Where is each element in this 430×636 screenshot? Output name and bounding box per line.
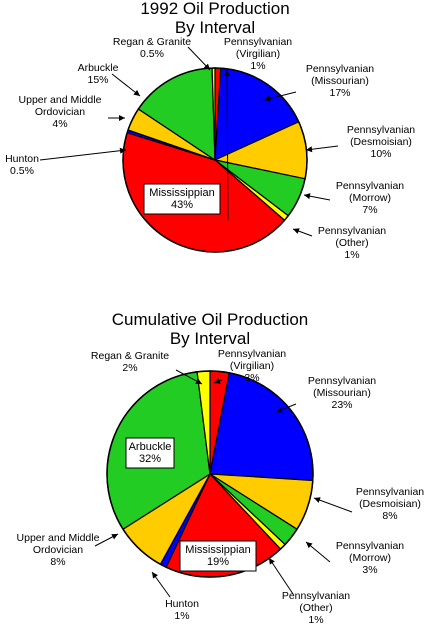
- piecum-label-regan-granite-value: 2%: [122, 362, 137, 374]
- piecum-label-pennsylvanian-virgilian-name-line-1: Pennsylvanian: [218, 348, 286, 360]
- pie1992-label-pennsylvanian-missourian-arrow: [264, 95, 271, 102]
- pie1992-label-arbuckle-arrow: [133, 89, 140, 96]
- piecum-label-pennsylvanian-other-value: 1%: [308, 614, 323, 626]
- piecum-label-pennsylvanian-virgilian-value: 3%: [244, 372, 259, 384]
- pie1992-label-mississippian-name-line-1: Mississippian: [149, 187, 214, 199]
- piecum-label-upper-and-middle-ordovician-name-line-1: Upper and Middle: [17, 532, 100, 544]
- pie1992-label-upper-and-middle-ordovician-name-line-1: Upper and Middle: [19, 94, 102, 106]
- pie1992-label-pennsylvanian-other-arrow: [293, 228, 300, 234]
- pie1992-label-pennsylvanian-morrow-arrow: [304, 193, 311, 200]
- pie1992-label-hunton-leader: [39, 149, 127, 161]
- pie1992-label-pennsylvanian-morrow-value: 7%: [362, 204, 377, 216]
- piecum-label-pennsylvanian-morrow-arrow: [306, 542, 313, 549]
- pie1992-label-pennsylvanian-virgilian-value: 1%: [250, 60, 265, 72]
- piecum-label-pennsylvanian-missourian-name-line-2: (Missourian): [313, 387, 371, 399]
- pie1992-label-pennsylvanian-missourian-name-line-1: Pennsylvanian: [306, 63, 374, 75]
- pie1992-label-hunton-value: 0.5%: [10, 165, 34, 177]
- piecum-label-hunton-value: 1%: [174, 610, 189, 622]
- pie1992-label-pennsylvanian-desmoisian-name-line-1: Pennsylvanian: [347, 124, 415, 136]
- pie1992-label-regan-granite-arrow: [203, 63, 210, 70]
- piecum-label-hunton-arrow: [152, 572, 158, 579]
- piecum-label-arbuckle-value: 32%: [139, 453, 161, 465]
- pie1992-label-pennsylvanian-virgilian-leader: [226, 69, 229, 221]
- piecum-label-pennsylvanian-virgilian-name-line-2: (Virgilian): [230, 360, 274, 372]
- pie1992-label-regan-granite-name-line-1: Regan & Granite: [113, 36, 191, 48]
- piecum-label-upper-and-middle-ordovician-value: 8%: [50, 556, 65, 568]
- pie1992-label-upper-and-middle-ordovician-value: 4%: [52, 118, 67, 130]
- pie1992-label-pennsylvanian-virgilian-name-line-2: (Virgilian): [236, 48, 280, 60]
- piecum-label-pennsylvanian-virgilian-arrow: [214, 378, 221, 384]
- piecum-label-regan-granite-arrow: [195, 378, 202, 384]
- piecum-label-pennsylvanian-morrow-value: 3%: [362, 564, 377, 576]
- pie1992-label-pennsylvanian-missourian-name-line-2: (Missourian): [311, 75, 369, 87]
- piecum-label-pennsylvanian-morrow-name-line-2: (Morrow): [349, 552, 391, 564]
- pie1992-label-pennsylvanian-missourian-value: 17%: [329, 87, 350, 99]
- piecum-title-line-2: By Interval: [170, 329, 250, 348]
- piecum-label-pennsylvanian-desmoisian-value: 8%: [382, 510, 397, 522]
- pie1992-label-upper-and-middle-ordovician-arrow: [119, 115, 125, 121]
- piecum-label-pennsylvanian-other-arrow: [269, 558, 275, 565]
- pie1992-label-pennsylvanian-virgilian-arrow: [224, 70, 231, 77]
- piecum-outline: [106, 370, 314, 578]
- piecum-label-pennsylvanian-other-leader: [268, 557, 294, 595]
- pie1992-label-upper-and-middle-ordovician-name-line-2: Ordovician: [35, 106, 85, 118]
- piecum-label-regan-granite-name-line-1: Regan & Granite: [91, 350, 169, 362]
- piecum-label-mississippian-name-line-1: Mississippian: [185, 544, 250, 556]
- piecum-label-mississippian-box: [179, 540, 257, 572]
- piecum-label-upper-and-middle-ordovician-name-line-2: Ordovician: [33, 544, 83, 556]
- piecum-label-pennsylvanian-other-name-line-1: Pennsylvanian: [282, 590, 350, 602]
- pie1992-outline: [122, 67, 308, 253]
- piecum-label-pennsylvanian-desmoisian-arrow: [314, 497, 321, 503]
- piecum-label-pennsylvanian-missourian-name-line-1: Pennsylvanian: [308, 375, 376, 387]
- piecum-label-pennsylvanian-desmoisian-name-line-1: Pennsylvanian: [356, 486, 424, 498]
- piecum-label-pennsylvanian-missourian-arrow: [276, 406, 283, 413]
- pie1992-label-hunton-arrow: [119, 147, 126, 154]
- pie1992-label-pennsylvanian-other-name-line-2: (Other): [335, 237, 368, 249]
- piecum-label-pennsylvanian-missourian-value: 23%: [331, 399, 352, 411]
- pie1992-label-pennsylvanian-desmoisian-name-line-2: (Desmoisian): [350, 136, 412, 148]
- piecum-label-upper-and-middle-ordovician-arrow: [111, 534, 118, 540]
- pie1992-label-pennsylvanian-morrow-name-line-1: Pennsylvanian: [336, 180, 404, 192]
- piecum-label-hunton-name-line-1: Hunton: [165, 598, 199, 610]
- piecum-label-pennsylvanian-desmoisian-leader: [313, 497, 353, 513]
- piecum-label-mississippian-value: 19%: [207, 556, 229, 568]
- piecum-label-pennsylvanian-other-name-line-2: (Other): [299, 602, 332, 614]
- pie1992-title-line-2: By Interval: [175, 18, 255, 37]
- piecum-title-line-1: Cumulative Oil Production: [112, 310, 309, 329]
- piecum-label-arbuckle-box: [125, 437, 175, 469]
- pie1992-label-pennsylvanian-other-value: 1%: [344, 249, 359, 261]
- pie1992-label-pennsylvanian-virgilian-name-line-1: Pennsylvanian: [224, 36, 292, 48]
- pie1992-label-pennsylvanian-desmoisian-arrow: [306, 146, 313, 153]
- piecum-label-pennsylvanian-desmoisian-name-line-2: (Desmoisian): [359, 498, 421, 510]
- piecum-label-arbuckle-name-line-1: Arbuckle: [129, 441, 172, 453]
- pie1992-label-hunton-name-line-1: Hunton: [5, 153, 39, 165]
- pie1992-label-pennsylvanian-desmoisian-value: 10%: [370, 148, 391, 160]
- pie1992-title-line-1: 1992 Oil Production: [140, 0, 289, 18]
- pie1992-label-pennsylvanian-other-name-line-1: Pennsylvanian: [318, 225, 386, 237]
- pie1992-label-arbuckle-value: 15%: [87, 74, 108, 86]
- pie1992-label-arbuckle-name-line-1: Arbuckle: [78, 62, 119, 74]
- pie1992-label-pennsylvanian-morrow-name-line-2: (Morrow): [349, 192, 391, 204]
- pie1992-label-mississippian-value: 43%: [171, 199, 193, 211]
- pie1992-label-mississippian-box: [143, 183, 221, 215]
- pie1992-label-regan-granite-value: 0.5%: [140, 48, 164, 60]
- piecum-label-pennsylvanian-morrow-name-line-1: Pennsylvanian: [336, 540, 404, 552]
